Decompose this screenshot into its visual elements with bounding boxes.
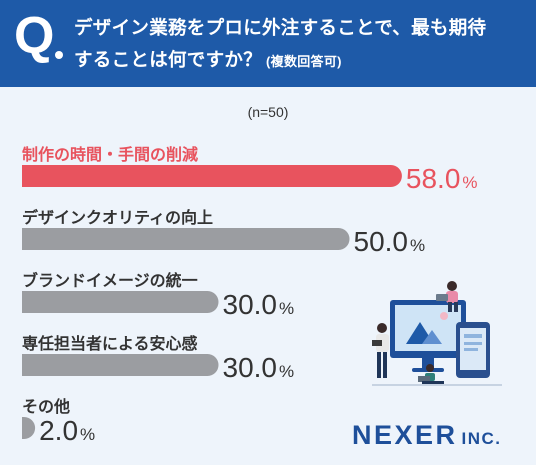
question-note: (複数回答可) [266, 54, 342, 69]
people-with-devices-illustration [372, 281, 502, 386]
category-label: 専任担当者による安心感 [22, 334, 198, 353]
nexer-logo: NEXER INC. [352, 415, 502, 455]
bar [22, 165, 402, 187]
value-label: 50.0% [354, 226, 426, 257]
value-label: 2.0% [39, 415, 95, 446]
category-label: 制作の時間・手間の削減 [22, 145, 198, 164]
value-label: 30.0% [223, 289, 295, 320]
q-mark: Q [14, 7, 55, 65]
sample-size: (n=50) [247, 104, 289, 120]
question-line-2: することは何ですか？ (複数回答可) [74, 46, 342, 72]
q-dot-icon [55, 51, 63, 59]
bar [22, 417, 36, 439]
bar [22, 228, 350, 250]
bar [22, 291, 219, 313]
logo-main: NEXER [352, 420, 458, 450]
value-label: 58.0% [406, 163, 478, 194]
value-number: 30.0 [223, 352, 278, 383]
logo-suffix: INC. [461, 429, 502, 448]
value-number: 58.0 [406, 163, 461, 194]
value-percent: % [279, 362, 294, 381]
value-percent: % [462, 173, 477, 192]
bar [22, 354, 219, 376]
value-number: 2.0 [39, 415, 78, 446]
question-line-1: デザイン業務をプロに外注することで、最も期待 [74, 17, 487, 38]
value-number: 50.0 [354, 226, 409, 257]
value-label: 30.0% [223, 352, 295, 383]
question-header: Q デザイン業務をプロに外注することで、最も期待 することは何ですか？ (複数回答… [0, 0, 536, 87]
value-percent: % [410, 236, 425, 255]
question-line-2-text: することは何ですか？ [74, 49, 263, 70]
category-label: ブランドイメージの統一 [22, 271, 198, 290]
value-percent: % [279, 299, 294, 318]
category-label: その他 [22, 397, 70, 416]
category-label: デザインクオリティの向上 [22, 208, 213, 227]
value-percent: % [80, 425, 95, 444]
value-number: 30.0 [223, 289, 278, 320]
